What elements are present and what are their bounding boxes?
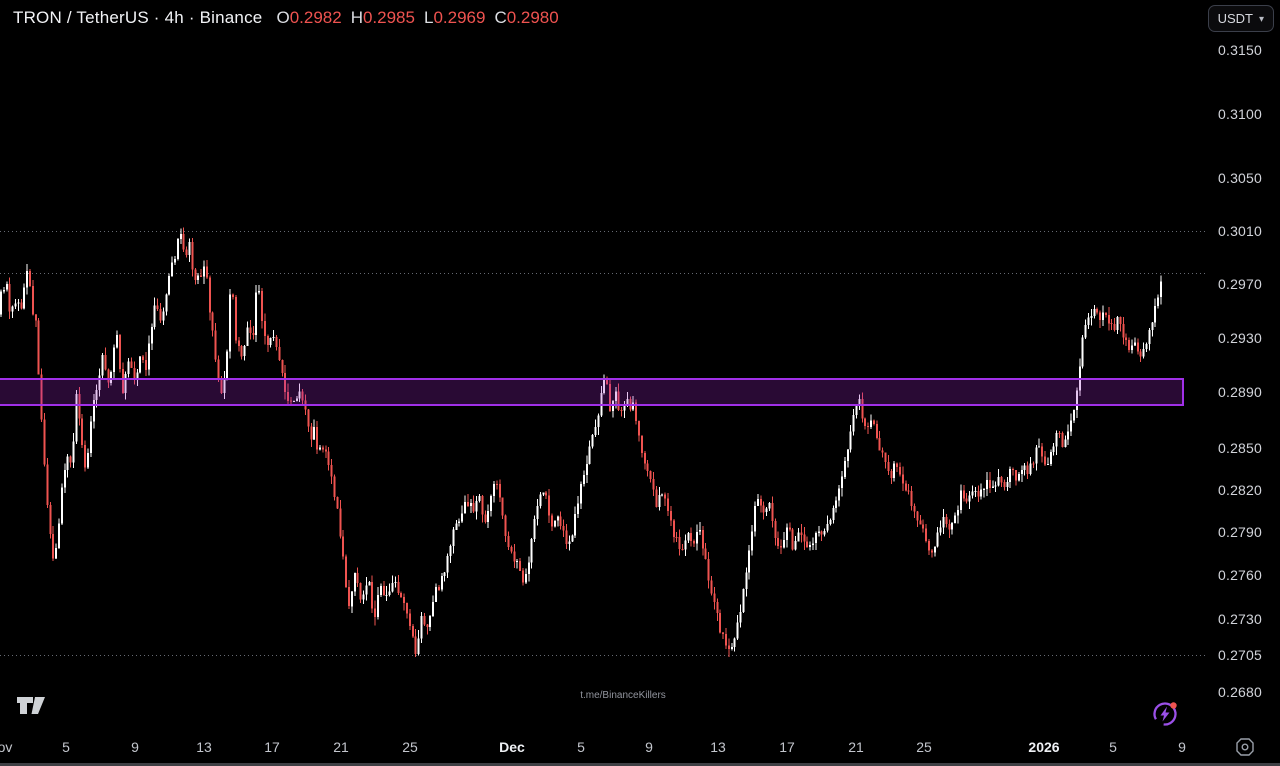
time-axis-label-major: 2026 [1028,739,1060,755]
time-axis-label: 5 [62,739,70,755]
price-axis-label: 0.2820 [1218,481,1263,498]
price-axis-label: 0.2790 [1218,524,1263,541]
time-axis-label: 9 [1178,739,1186,755]
time-axis-label-major: Dec [499,739,525,755]
time-axis-label: 5 [577,739,585,755]
time-axis-label: 17 [779,739,795,755]
price-zone-rectangle[interactable] [0,377,1184,406]
ohlc-readout: O 0.2982 H 0.2985 L 0.2969 C 0.2980 [276,8,558,28]
currency-selector-label: USDT [1217,11,1253,26]
time-axis-label: 17 [264,739,280,755]
ohlc-close: C 0.2980 [494,8,559,27]
price-axis-label: 0.2760 [1218,567,1263,584]
ohlc-low: L 0.2969 [423,8,486,27]
time-axis-label: 13 [196,739,212,755]
time-axis-label: 21 [848,739,864,755]
signal-bolt-icon[interactable] [1150,698,1180,728]
currency-selector-button[interactable]: USDT ▾ [1207,5,1274,32]
price-axis-label: 0.2970 [1218,276,1263,292]
notification-dot [1170,702,1177,709]
price-axis[interactable]: 0.3150 0.3100 0.3050 0.3010 0.2970 0.2930 0.28… [1206,0,1280,731]
price-axis-label: 0.2680 [1218,684,1263,701]
tradingview-logo-icon[interactable] [14,691,48,719]
time-axis-label: 9 [645,739,653,755]
time-axis-label: ov [0,739,13,755]
axis-settings-icon[interactable] [1234,736,1256,758]
time-axis-label: 21 [333,739,349,755]
symbol-title[interactable]: TRON / TetherUS · 4h · Binance [13,8,263,27]
price-axis-label: 0.3150 [1218,42,1263,59]
chevron-down-icon: ▾ [1258,14,1264,25]
price-axis-label: 0.3010 [1218,222,1263,239]
price-axis-label: 0.3100 [1218,105,1263,122]
time-axis-label: 13 [710,739,726,755]
chart-header: TRON / TetherUS · 4h · Binance O 0.2982 … [13,7,559,29]
time-axis-label: 9 [131,739,139,755]
up-candle-wicks [0,228,1162,656]
time-axis[interactable]: ov 5 9 13 17 21 25 Dec 5 9 13 17 21 25 2026 5 9 [0,731,1280,763]
candlestick-chart-canvas[interactable] [0,0,1206,731]
time-axis-label: 25 [402,739,418,755]
ohlc-high: H 0.2985 [350,8,415,27]
price-axis-label: 0.2850 [1218,439,1263,456]
price-axis-label: 0.2930 [1218,329,1263,346]
chart-watermark: t.me/BinanceKillers [580,690,666,701]
up-candle-bodies [0,233,1162,654]
time-axis-label: 5 [1109,739,1117,755]
window-bottom-bar [0,763,1280,766]
price-axis-label: 0.2890 [1218,384,1263,401]
down-candle-wicks [9,227,1142,658]
down-candle-bodies [8,233,1142,654]
price-axis-label: 0.2705 [1218,647,1263,664]
price-axis-label: 0.3050 [1218,170,1263,187]
price-axis-label: 0.2730 [1218,610,1263,627]
ohlc-open: O 0.2982 [276,8,342,27]
time-axis-label: 25 [916,739,932,755]
